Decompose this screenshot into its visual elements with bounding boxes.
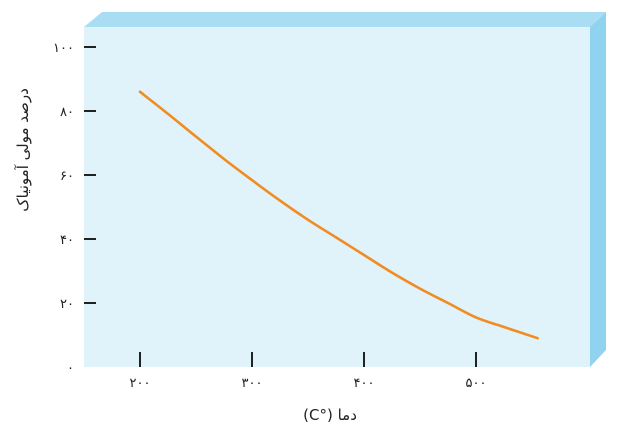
y-tick-label: ۰ xyxy=(67,361,74,376)
x-tick-label: ۵۰۰ xyxy=(466,376,487,391)
y-tick-label: ۲۰ xyxy=(60,297,74,312)
y-axis: ۰ ۲۰ ۴۰ ۶۰ ۸۰ ۱۰۰ xyxy=(53,41,96,376)
y-axis-label: درصد مولی آمونیاک xyxy=(14,88,32,212)
x-axis: ۲۰۰ ۳۰۰ ۴۰۰ ۵۰۰ xyxy=(130,352,487,391)
y-tick-label: ۱۰۰ xyxy=(53,41,74,56)
x-axis-label: دما (°C) xyxy=(303,406,357,424)
x-tick-label: ۲۰۰ xyxy=(130,376,151,391)
x-tick-label: ۳۰۰ xyxy=(242,376,263,391)
series-line xyxy=(138,90,539,340)
series-layer xyxy=(138,90,539,340)
y-tick-label: ۴۰ xyxy=(60,233,74,248)
plot-panel-face xyxy=(84,27,590,367)
plot-panel-top xyxy=(84,12,606,27)
y-tick-label: ۸۰ xyxy=(60,105,74,120)
x-tick-label: ۴۰۰ xyxy=(354,376,375,391)
y-tick-label: ۶۰ xyxy=(60,169,74,184)
plot-panel xyxy=(84,12,606,367)
plot-panel-side xyxy=(590,12,606,367)
